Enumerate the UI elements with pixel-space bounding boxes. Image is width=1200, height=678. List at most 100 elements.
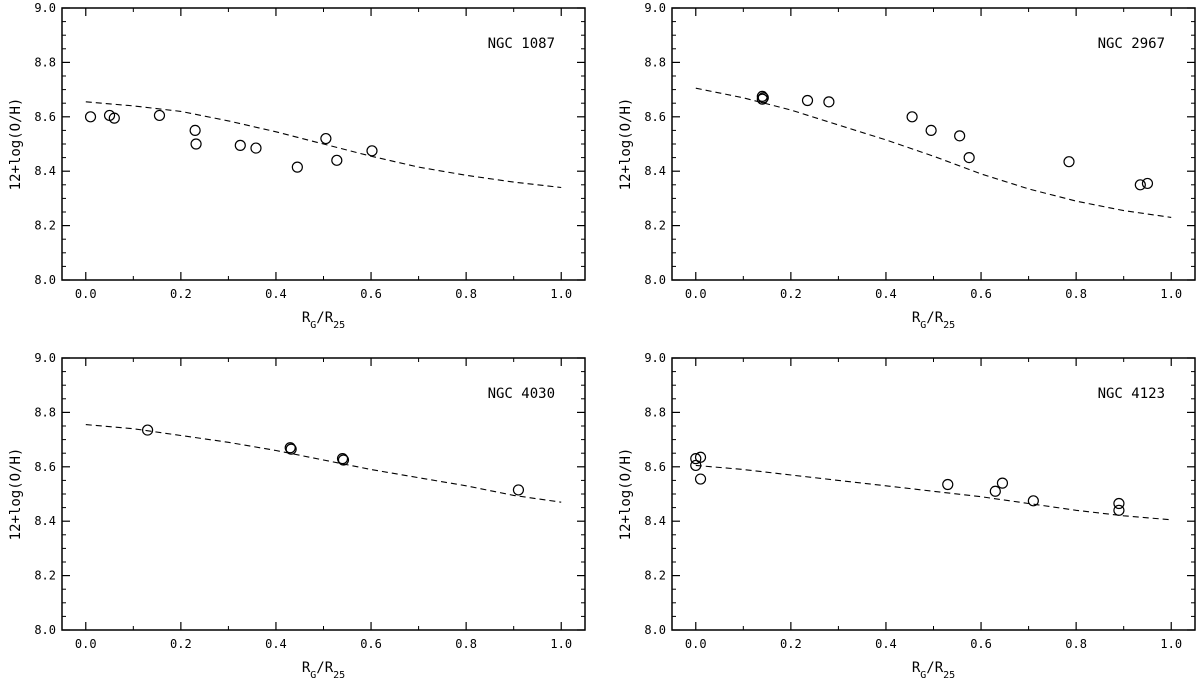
x-tick-label: 0.4 — [875, 637, 897, 651]
x-axis-title: RG/R25 — [302, 660, 345, 678]
data-point — [690, 459, 702, 472]
y-tick-label: 8.8 — [34, 55, 56, 69]
data-point — [331, 154, 343, 166]
data-point — [153, 109, 166, 122]
y-tick-label: 8.2 — [644, 219, 666, 233]
galaxy-label: NGC 4123 — [1098, 386, 1165, 402]
data-point — [108, 112, 120, 124]
galaxy-label: NGC 2967 — [1098, 36, 1165, 52]
panel-3: 0.0 0.2 0.4 0.6 0.8 1.0 8.0 8.2 8.4 8.6 8.8 9.0 RG/R… — [8, 351, 586, 678]
x-tick-label: 0.8 — [455, 287, 477, 301]
y-tick-label: 8.8 — [644, 405, 666, 419]
data-point — [942, 478, 954, 491]
y-axis-title: 12+log(O/H) — [618, 98, 634, 191]
data-point — [757, 92, 769, 104]
data-point — [1134, 179, 1146, 191]
data-point — [336, 453, 349, 465]
x-tick-label: 0.2 — [170, 287, 192, 301]
y-tick-label: 8.4 — [34, 164, 56, 178]
x-tick-label: 0.8 — [1065, 637, 1087, 651]
x-tick-label: 0.8 — [455, 637, 477, 651]
data-point — [1113, 504, 1125, 516]
y-axis-title: 12+log(O/H) — [8, 98, 24, 191]
data-point — [234, 139, 246, 151]
data-point — [285, 443, 297, 455]
y-tick-label: 8.6 — [644, 460, 666, 474]
y-tick-label: 8.4 — [644, 164, 666, 178]
data-point — [906, 111, 918, 123]
data-point — [320, 132, 332, 145]
data-point — [84, 111, 97, 123]
x-tick-label: 0.2 — [780, 637, 802, 651]
panel-1: 0.0 0.2 0.4 0.6 0.8 1.0 8.0 8.2 8.4 8.6 8.8 9.0 RG/R… — [8, 1, 586, 331]
y-tick-label: 9.0 — [644, 1, 666, 15]
model-gradient-line — [695, 87, 1172, 218]
x-tick-label: 0.0 — [685, 637, 707, 651]
x-tick-label: 0.8 — [1065, 287, 1087, 301]
data-point — [1063, 156, 1075, 168]
data-point — [690, 453, 702, 465]
data-point — [801, 94, 814, 107]
data-point — [291, 161, 303, 173]
y-tick-label: 8.2 — [34, 219, 56, 233]
data-point — [756, 90, 768, 103]
y-tick-label: 8.4 — [34, 514, 56, 528]
y-tick-label: 8.8 — [34, 405, 56, 419]
data-point — [337, 454, 350, 466]
y-tick-label: 8.4 — [644, 514, 666, 528]
data-point — [963, 152, 975, 164]
data-point — [989, 485, 1001, 497]
data-point — [1113, 497, 1125, 510]
y-tick-label: 8.2 — [34, 569, 56, 583]
y-tick-label: 8.6 — [34, 460, 56, 474]
panel-4: 0.0 0.2 0.4 0.6 0.8 1.0 8.0 8.2 8.4 8.6 8.8 9.0 RG/R… — [618, 351, 1196, 678]
y-tick-label: 8.6 — [34, 110, 56, 124]
model-gradient-line — [85, 424, 562, 503]
y-tick-label: 8.0 — [644, 273, 666, 287]
x-tick-label: 0.6 — [360, 637, 382, 651]
x-tick-label: 0.2 — [170, 637, 192, 651]
x-axis-title: RG/R25 — [302, 310, 345, 331]
data-point — [141, 424, 154, 436]
y-tick-label: 8.8 — [644, 55, 666, 69]
y-tick-label: 8.2 — [644, 569, 666, 583]
data-point — [694, 473, 707, 485]
galaxy-label: NGC 1087 — [488, 36, 555, 52]
x-tick-label: 0.4 — [265, 287, 287, 301]
x-tick-label: 0.6 — [970, 637, 992, 651]
x-tick-label: 0.6 — [970, 287, 992, 301]
data-point — [996, 477, 1009, 489]
data-point — [823, 96, 835, 108]
data-point — [925, 124, 937, 136]
x-tick-label: 1.0 — [1160, 287, 1182, 301]
data-point — [1027, 495, 1039, 507]
y-tick-label: 8.0 — [34, 273, 56, 287]
x-tick-label: 0.0 — [75, 287, 97, 301]
y-tick-label: 9.0 — [34, 351, 56, 365]
y-tick-label: 8.6 — [644, 110, 666, 124]
data-point — [189, 124, 201, 136]
x-tick-label: 0.2 — [780, 287, 802, 301]
x-tick-label: 0.0 — [685, 287, 707, 301]
y-tick-label: 9.0 — [644, 351, 666, 365]
data-point — [512, 484, 525, 496]
x-axis-title: RG/R25 — [912, 660, 955, 678]
y-tick-label: 8.0 — [34, 623, 56, 637]
model-gradient-line — [85, 101, 562, 189]
x-tick-label: 0.4 — [265, 637, 287, 651]
x-tick-label: 0.4 — [875, 287, 897, 301]
x-axis-title: RG/R25 — [912, 310, 955, 331]
x-tick-label: 1.0 — [550, 637, 572, 651]
x-tick-label: 0.6 — [360, 287, 382, 301]
x-tick-label: 1.0 — [550, 287, 572, 301]
data-point — [954, 130, 966, 142]
data-point — [366, 145, 378, 157]
data-point — [1141, 177, 1154, 190]
data-point — [756, 93, 768, 105]
y-axis-title: 12+log(O/H) — [618, 448, 634, 541]
data-point — [284, 442, 296, 454]
data-point — [190, 138, 202, 150]
x-tick-label: 0.0 — [75, 637, 97, 651]
y-axis-title: 12+log(O/H) — [8, 448, 24, 541]
